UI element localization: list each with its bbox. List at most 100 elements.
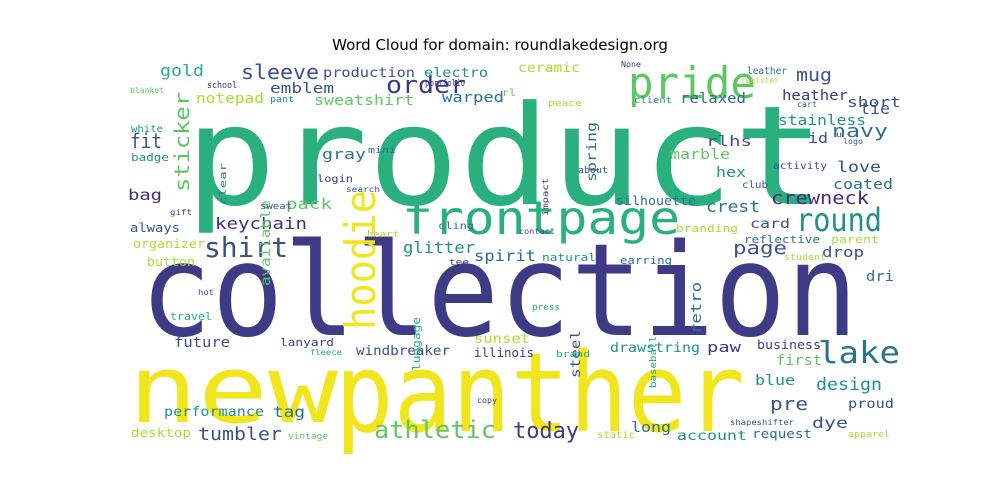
word-contact: contact xyxy=(519,227,555,236)
word-static: static xyxy=(597,430,635,441)
word-white: white xyxy=(131,124,163,135)
word-earring: earring xyxy=(620,254,672,267)
word-student: student xyxy=(784,253,826,263)
word-crewneck: crewneck xyxy=(771,188,869,209)
word-athletic: athletic xyxy=(374,416,496,444)
word-organizer: organizer xyxy=(133,237,205,251)
word-register: register xyxy=(741,76,779,85)
word-button: button xyxy=(147,255,195,269)
word-activity: activity xyxy=(773,161,827,172)
word-today: today xyxy=(513,419,579,444)
word-tee: tee xyxy=(449,258,469,268)
word-baseball: baseball xyxy=(649,336,659,388)
word-gift: gift xyxy=(170,208,192,217)
word-round: round xyxy=(796,201,882,239)
word-business: business xyxy=(757,338,821,352)
word-dri: dri xyxy=(866,269,894,285)
word-cart: cart xyxy=(797,100,817,109)
word-ceramic: ceramic xyxy=(518,61,580,76)
word-account: account xyxy=(677,429,747,444)
word-request: request xyxy=(752,427,812,441)
word-cling: cling xyxy=(438,221,474,232)
word-card: card xyxy=(750,217,790,232)
word-performance: performance xyxy=(164,405,264,420)
word-blue: blue xyxy=(755,373,795,389)
word-frontpage: frontpage xyxy=(402,191,680,245)
word-shirt: shirt xyxy=(204,231,288,264)
word-press: press xyxy=(532,303,560,313)
word-electro: electro xyxy=(424,66,488,81)
word-school: school xyxy=(207,81,237,91)
word-new: new xyxy=(128,336,338,445)
word-tumbler: tumbler xyxy=(198,424,282,445)
word-impact: impact xyxy=(541,178,550,216)
word-parent: parent xyxy=(831,233,879,246)
word-dye: dye xyxy=(812,414,848,432)
word-bag: bag xyxy=(128,186,162,204)
word-club: club xyxy=(742,180,768,191)
word-leather: leather xyxy=(747,66,787,77)
word-login: login xyxy=(317,174,353,185)
word-product: product xyxy=(185,76,825,237)
word-rlhs: rlhs xyxy=(706,134,752,150)
word-desktop: desktop xyxy=(131,426,191,440)
word-heather: heather xyxy=(782,88,848,104)
word-peace: peace xyxy=(548,99,582,109)
word-design: design xyxy=(816,375,882,395)
word-sunset: sunset xyxy=(474,332,530,347)
word-short: short xyxy=(847,95,901,111)
word-coated: coated xyxy=(833,177,893,193)
word-stainless: stainless xyxy=(778,113,866,129)
word-navy: navy xyxy=(832,121,888,142)
word-branding: branding xyxy=(676,222,738,235)
word-drop: drop xyxy=(822,245,864,261)
word-keychain: keychain xyxy=(215,214,307,233)
word-paw: paw xyxy=(707,340,741,356)
chart-title: Word Cloud for domain: roundlakedesign.o… xyxy=(332,36,668,54)
word-collection: collection xyxy=(140,217,858,366)
word-lake: lake xyxy=(818,336,900,371)
word-copy: copy xyxy=(477,396,497,405)
word-always: always xyxy=(130,221,180,235)
word-about: about xyxy=(578,166,608,176)
word-order: order xyxy=(386,71,466,99)
word-gold: gold xyxy=(160,61,204,80)
word-drawstring: drawstring xyxy=(610,341,700,356)
word-vintage: vintage xyxy=(288,432,328,442)
word-search: search xyxy=(346,185,380,194)
word-mini: mini xyxy=(368,146,396,156)
word-fleece: fleece xyxy=(310,348,342,357)
word-heart: heart xyxy=(367,230,399,240)
word-clear: clear xyxy=(219,163,229,205)
word-future: future xyxy=(174,335,230,351)
word-crest: crest xyxy=(706,197,760,216)
word-marble: marble xyxy=(670,147,730,163)
word-pride: pride xyxy=(628,58,756,109)
word-long: long xyxy=(631,420,671,436)
word-tie: tie xyxy=(860,99,890,118)
word-lanyard: lanyard xyxy=(280,336,334,349)
word-pre: pre xyxy=(770,394,808,415)
word-client: client xyxy=(634,96,672,106)
word-love: love xyxy=(837,158,881,176)
word-available: available xyxy=(259,200,274,286)
word-u: u xyxy=(836,130,842,139)
word-luggage: luggage xyxy=(410,317,423,371)
word-warped: warped xyxy=(442,90,504,106)
word-portfolio: portfolio xyxy=(425,79,465,89)
word-none: None xyxy=(621,60,641,69)
word-natural: natural xyxy=(542,251,596,264)
word-logo: logo xyxy=(843,137,863,146)
word-sweatshirt: sweatshirt xyxy=(314,93,414,109)
word-fit: fit xyxy=(130,129,162,153)
word-sweat: sweat xyxy=(260,202,292,212)
word-gray: gray xyxy=(322,147,366,163)
word-illinois: illinois xyxy=(474,346,534,360)
word-glitter: glitter xyxy=(403,238,475,257)
word-apparel: apparel xyxy=(848,430,890,440)
word-shapeshifter: shapeshifter xyxy=(730,418,794,427)
word-sleeve: sleeve xyxy=(241,60,319,84)
word-hot: hot xyxy=(198,288,214,297)
word-silhouette: silhouette xyxy=(616,194,696,208)
